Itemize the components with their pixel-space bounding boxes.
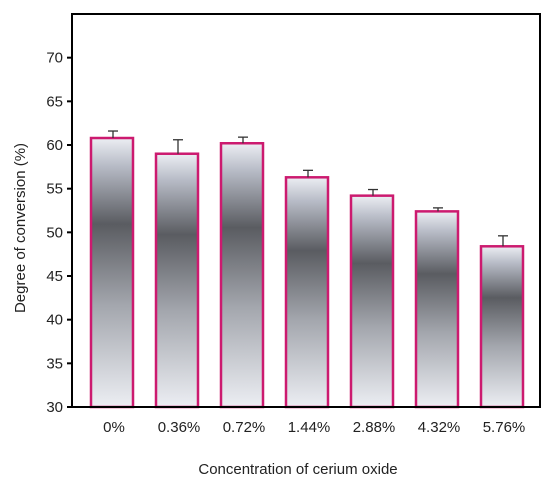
y-tick-label: 60 (46, 137, 63, 154)
plot-frame (71, 13, 541, 408)
x-axis-title: Concentration of cerium oxide (198, 461, 397, 478)
y-tick-label: 70 (46, 50, 63, 67)
x-tick-labels-group: 0% 0.36% 0.72% 1.44% 2.88% 4.32% 5.76% (103, 419, 525, 436)
bar-5 (414, 210, 460, 409)
x-tick-label: 0.36% (158, 419, 201, 436)
y-tick-label: 65 (46, 93, 63, 110)
bar-6 (479, 245, 525, 409)
x-tick-label: 5.76% (483, 419, 526, 436)
x-tick-label: 0.72% (223, 419, 266, 436)
bars-group (89, 136, 525, 409)
y-ticks-group: 30 35 40 45 50 55 60 65 70 (46, 50, 72, 416)
y-tick-label: 40 (46, 312, 63, 329)
bar-2 (219, 142, 265, 409)
y-tick-label: 30 (46, 399, 63, 416)
error-bars-group (108, 130, 508, 247)
y-tick-label: 50 (46, 224, 63, 241)
x-tick-label: 2.88% (353, 419, 396, 436)
x-tick-label: 4.32% (418, 419, 461, 436)
x-tick-label: 0% (103, 419, 125, 436)
y-tick-label: 35 (46, 355, 63, 372)
axes-group (71, 13, 541, 408)
y-tick-label: 45 (46, 268, 63, 285)
y-axis-title: Degree of conversion (%) (12, 143, 29, 313)
bar-4 (349, 194, 395, 409)
y-tick-label: 55 (46, 181, 63, 198)
x-tick-label: 1.44% (288, 419, 331, 436)
bar-0 (89, 136, 135, 409)
bar-3 (284, 176, 330, 409)
bar-1 (154, 152, 200, 409)
